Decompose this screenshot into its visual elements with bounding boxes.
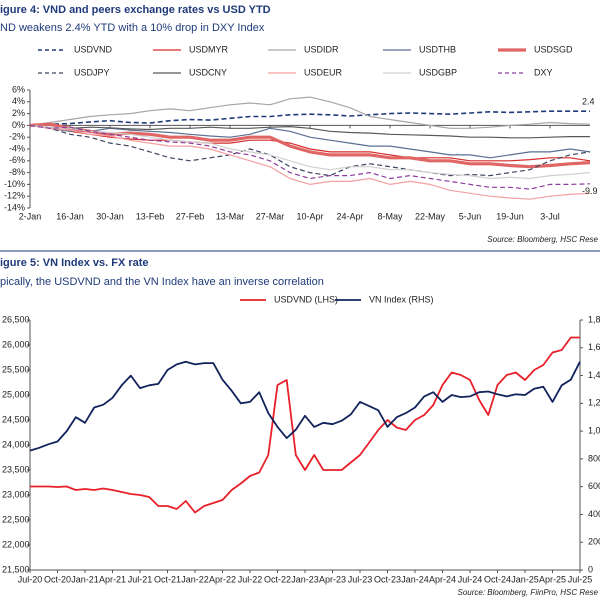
y-tick-label: 4%: [12, 96, 25, 106]
x-tick-label: 3-Jul: [540, 211, 560, 221]
data-label: -9.9: [582, 186, 598, 196]
legend-label: USDJPY: [74, 67, 110, 77]
series-line: [29, 360, 581, 452]
y-tick-label: -6%: [9, 155, 25, 165]
series-line: [29, 124, 591, 200]
y-tick-label: 24,500: [2, 414, 30, 424]
x-tick-label: 5-Jun: [459, 211, 482, 221]
x-tick-label: 10-Apr: [296, 211, 323, 221]
series-line: [29, 96, 591, 129]
x-tick-label: 19-Jun: [496, 211, 524, 221]
chart-title: igure 4: VND and peers exchange rates vs…: [0, 4, 271, 16]
y-tick-label: 26,000: [2, 339, 30, 349]
series-line: [30, 336, 580, 514]
source: Source: Bloomberg, HSC Rese: [487, 235, 598, 244]
x-tick-label: Jan-25: [511, 574, 539, 584]
x-tick-label: Jul-24: [458, 574, 483, 584]
x-tick-label: 13-Mar: [216, 211, 245, 221]
legend-label: USDVND (LHS): [274, 294, 338, 304]
x-tick-label: 2-Jan: [19, 211, 42, 221]
x-tick-label: Jul-20: [18, 574, 43, 584]
y2-tick-label: 800: [588, 453, 600, 463]
y2-tick-label: 1,600: [588, 342, 600, 352]
y2-tick-label: 1,200: [588, 398, 600, 408]
x-tick-label: Jul-22: [238, 574, 263, 584]
y2-tick-label: 400: [588, 509, 600, 519]
y-tick-label: 2%: [12, 108, 25, 118]
series-line: [29, 124, 591, 159]
legend-label: USDGBP: [419, 67, 457, 77]
x-tick-label: Jul-21: [128, 574, 153, 584]
x-tick-label: 22-May: [415, 211, 446, 221]
x-tick-label: Jan-21: [71, 574, 99, 584]
x-tick-label: Oct-24: [484, 574, 511, 584]
y-tick-label: -2%: [9, 132, 25, 142]
x-tick-label: 27-Mar: [256, 211, 285, 221]
y-tick-label: 23,500: [2, 464, 30, 474]
x-tick-label: 27-Feb: [176, 211, 205, 221]
y-tick-label: 26,500: [2, 314, 30, 324]
x-tick-label: Apr-24: [429, 574, 456, 584]
series-line: [29, 124, 591, 177]
y-tick-label: 25,500: [2, 364, 30, 374]
y-tick-label: -12%: [4, 191, 25, 201]
series-line: [29, 124, 591, 190]
y-tick-label: 6%: [12, 84, 25, 94]
x-tick-label: 30-Jan: [96, 211, 124, 221]
x-tick-label: Jan-24: [401, 574, 429, 584]
x-tick-label: Oct-20: [44, 574, 71, 584]
chart-title: igure 5: VN Index vs. FX rate: [0, 257, 149, 269]
y-tick-label: -4%: [9, 143, 25, 153]
y2-tick-label: 600: [588, 481, 600, 491]
data-label: 2.4: [582, 97, 595, 107]
legend-label: USDTHB: [419, 44, 456, 54]
legend-label: USDSGD: [534, 44, 573, 54]
y-tick-label: 21,500: [2, 564, 30, 574]
y2-tick-label: 1,800: [588, 314, 600, 324]
y-tick-label: -8%: [9, 167, 25, 177]
y-tick-label: -10%: [4, 179, 25, 189]
y-tick-label: 25,000: [2, 389, 30, 399]
legend-label: USDEUR: [304, 67, 343, 77]
legend-label: USDCNY: [189, 67, 227, 77]
y-tick-label: 0%: [12, 120, 25, 130]
x-tick-label: 13-Feb: [136, 211, 165, 221]
legend-label: VN Index (RHS): [369, 294, 434, 304]
chart-subtitle: pically, the USDVND and the VN Index hav…: [0, 276, 324, 288]
x-tick-label: Apr-22: [209, 574, 236, 584]
legend-label: USDIDR: [304, 44, 339, 54]
y-tick-label: 23,000: [2, 489, 30, 499]
y2-tick-label: 1,000: [588, 425, 600, 435]
x-tick-label: Apr-23: [319, 574, 346, 584]
x-tick-label: 16-Jan: [56, 211, 84, 221]
x-tick-label: Jul-23: [348, 574, 373, 584]
x-tick-label: 24-Apr: [336, 211, 363, 221]
series-line: [29, 124, 590, 139]
x-tick-label: Jan-22: [181, 574, 209, 584]
x-tick-label: Jan-23: [291, 574, 319, 584]
y-tick-label: 24,000: [2, 439, 30, 449]
x-tick-label: Jul-25: [568, 574, 593, 584]
x-tick-label: Oct-22: [264, 574, 291, 584]
x-tick-label: Oct-23: [374, 574, 401, 584]
y2-tick-label: 200: [588, 537, 600, 547]
source: Source: Bloomberg, FiinPro, HSC Rese: [458, 588, 599, 597]
x-tick-label: Oct-21: [154, 574, 181, 584]
series-line: [29, 110, 590, 127]
x-tick-label: 8-May: [377, 211, 403, 221]
y-tick-label: -14%: [4, 202, 25, 212]
y2-tick-label: 1,400: [588, 370, 600, 380]
chart-subtitle: ND weakens 2.4% YTD with a 10% drop in D…: [0, 22, 265, 34]
y-tick-label: 22,500: [2, 514, 30, 524]
legend-label: USDVND: [74, 44, 113, 54]
x-tick-label: Apr-21: [99, 574, 126, 584]
y-tick-label: 22,000: [2, 539, 30, 549]
y2-tick-label: 0: [588, 564, 593, 574]
legend-label: USDMYR: [189, 44, 229, 54]
legend-label: DXY: [534, 67, 553, 77]
x-tick-label: Apr-25: [539, 574, 566, 584]
series-line: [29, 124, 591, 180]
